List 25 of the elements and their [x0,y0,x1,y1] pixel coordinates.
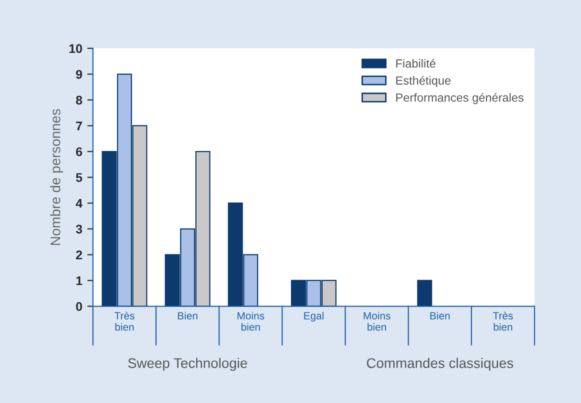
y-tick-label: 5 [76,173,82,182]
x-tick-label: Bien [178,312,198,320]
y-tick-label: 8 [76,96,82,105]
x-tick-label: Moins bien [238,312,264,331]
x-tick-label: Très bien [492,312,513,331]
y-tick-label: 1 [76,276,82,286]
y-axis-title: Nombre de personnes [50,109,64,245]
y-tick-label: 2 [76,250,82,260]
x-tick-label: Egal [304,312,324,322]
legend-label: Esthétique [396,76,451,88]
x-tick-label: Moins bien [364,312,390,331]
legend-label: Performances générales [396,92,524,104]
y-tick-label: 6 [76,147,82,156]
x-tick-label: Bien [430,312,450,320]
text: Commandes classiques [366,358,514,371]
y-tick-label: 7 [76,122,82,130]
y-tick-label: 10 [69,44,82,54]
x-tick-label: Très bien [114,312,134,331]
bar [417,280,432,306]
y-tick-label: 9 [76,70,82,79]
y-tick-label: 0 [76,302,82,311]
y-tick-label: 4 [76,199,82,208]
text: Sweep Technologie [128,358,248,371]
legend-label: Fiabilité [396,58,436,68]
y-tick-label: 3 [76,224,82,234]
